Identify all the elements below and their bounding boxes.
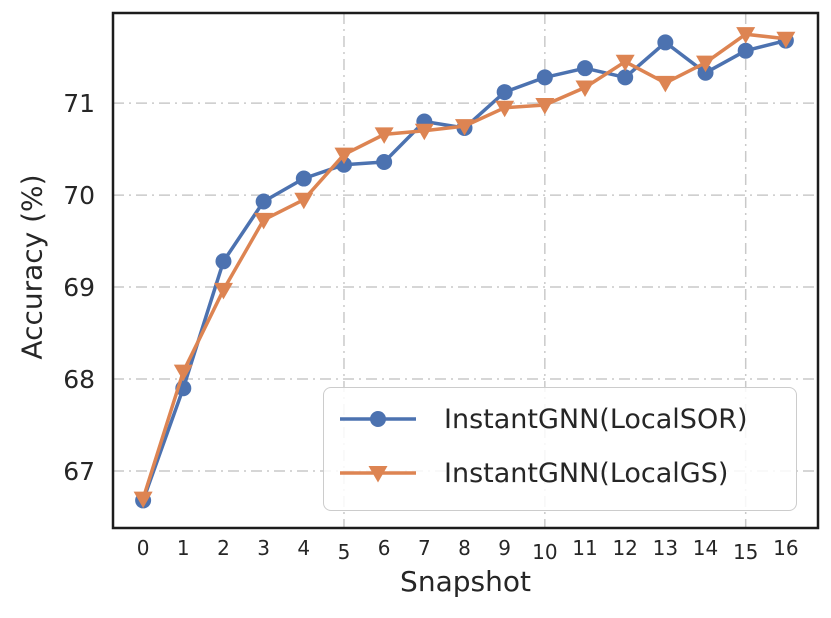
y-tick-label: 69 xyxy=(63,273,95,303)
legend-circle-marker xyxy=(370,411,386,427)
x-tick-label: 4 xyxy=(297,536,311,560)
data-point-triangle xyxy=(173,364,193,382)
data-point-triangle xyxy=(414,123,434,141)
x-tick-label: 1 xyxy=(176,536,190,560)
data-point-circle xyxy=(697,64,714,81)
x-tick-label: 11 xyxy=(572,536,598,560)
x-tick-label: 13 xyxy=(652,536,679,560)
y-tick-label: 70 xyxy=(63,181,95,211)
y-tick-label: 68 xyxy=(63,365,95,395)
x-tick-label: 8 xyxy=(458,536,471,560)
legend-line-circle-marker xyxy=(340,411,416,427)
x-tick-label: 0 xyxy=(136,536,150,560)
x-tick-label: 3 xyxy=(257,536,270,560)
data-point-triangle xyxy=(696,55,716,73)
data-point-triangle xyxy=(133,491,153,509)
data-point-circle xyxy=(617,69,634,86)
x-tick-label: 10 xyxy=(532,540,558,564)
data-point-triangle xyxy=(495,100,515,118)
data-point-triangle xyxy=(615,54,635,72)
legend-line-triangle-marker xyxy=(340,466,416,483)
data-point-triangle xyxy=(374,127,394,144)
y-tick-label: 71 xyxy=(63,89,95,119)
legend-item-localgs: InstantGNN(LocalGS) xyxy=(338,446,796,500)
data-point-circle xyxy=(496,84,513,101)
data-point-circle xyxy=(657,34,674,51)
legend-label-localgs: InstantGNN(LocalGS) xyxy=(444,457,729,489)
data-point-triangle xyxy=(454,119,474,136)
data-point-triangle xyxy=(736,27,756,44)
data-point-triangle xyxy=(254,212,274,230)
data-point-triangle xyxy=(655,75,675,93)
x-tick-label: 2 xyxy=(217,536,230,560)
data-point-circle xyxy=(536,69,553,86)
legend-item-localsor: InstantGNN(LocalSOR) xyxy=(338,392,796,446)
data-point-circle xyxy=(255,193,272,210)
plot-frame xyxy=(111,11,820,530)
x-tick-label: 9 xyxy=(498,536,512,560)
x-tick-label: 7 xyxy=(417,536,431,560)
data-point-circle xyxy=(215,253,232,270)
data-point-circle xyxy=(295,170,312,187)
data-point-circle xyxy=(376,153,393,170)
x-tick-label: 6 xyxy=(377,536,391,560)
data-point-triangle xyxy=(776,31,796,49)
x-tick-label: 15 xyxy=(732,540,759,564)
data-point-triangle xyxy=(575,80,595,97)
x-tick-label: 5 xyxy=(337,540,351,564)
x-tick-label: 12 xyxy=(612,536,638,560)
data-point-circle xyxy=(737,42,754,59)
data-point-triangle xyxy=(535,97,555,115)
data-point-triangle xyxy=(334,147,354,165)
data-point-triangle xyxy=(294,192,314,210)
legend-label-localsor: InstantGNN(LocalSOR) xyxy=(444,403,748,435)
data-point-triangle xyxy=(213,282,233,300)
x-tick-label: 14 xyxy=(692,536,719,560)
legend-triangle-marker xyxy=(368,466,388,483)
x-axis-label: Snapshot xyxy=(400,565,531,598)
x-tick-label: 16 xyxy=(773,536,799,560)
legend: InstantGNN(LocalSOR) InstantGNN(LocalGS) xyxy=(323,387,797,511)
y-tick-label: 67 xyxy=(63,456,95,486)
data-point-circle xyxy=(577,60,594,77)
